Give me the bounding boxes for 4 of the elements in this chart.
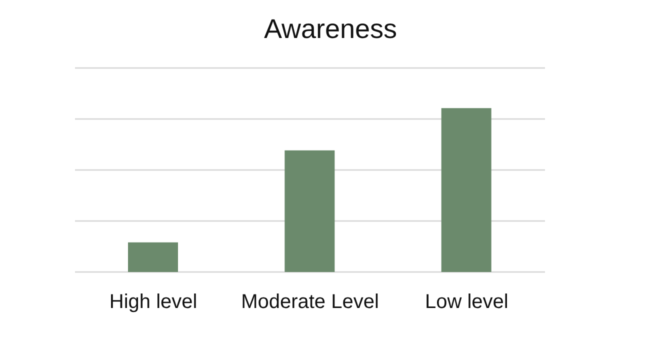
x-tick-label: High level bbox=[109, 291, 198, 314]
chart-title: Awareness bbox=[262, 14, 398, 46]
x-tick-label: Moderate Level bbox=[241, 291, 379, 314]
x-tick-label: Low level bbox=[424, 291, 508, 314]
